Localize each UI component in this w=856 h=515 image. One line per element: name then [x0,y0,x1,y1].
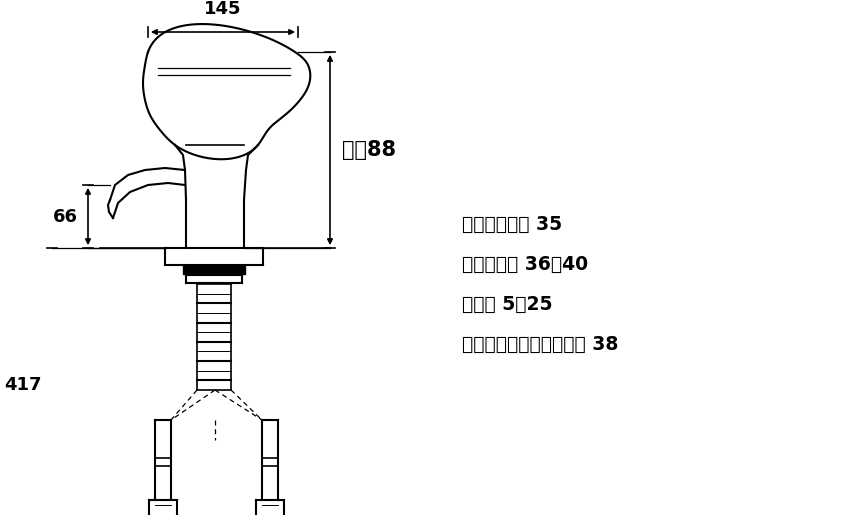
Text: 145: 145 [205,0,241,18]
Text: 66: 66 [53,208,78,226]
Text: 417: 417 [4,376,42,394]
Text: 取付足の径： 35: 取付足の径： 35 [462,215,562,234]
Text: 厚み： 5～25: 厚み： 5～25 [462,295,552,314]
Text: 取付ロックナット対辺： 38: 取付ロックナット対辺： 38 [462,335,618,354]
Text: 取付穴径： 36～40: 取付穴径： 36～40 [462,255,588,274]
Text: 最大88: 最大88 [342,140,396,160]
